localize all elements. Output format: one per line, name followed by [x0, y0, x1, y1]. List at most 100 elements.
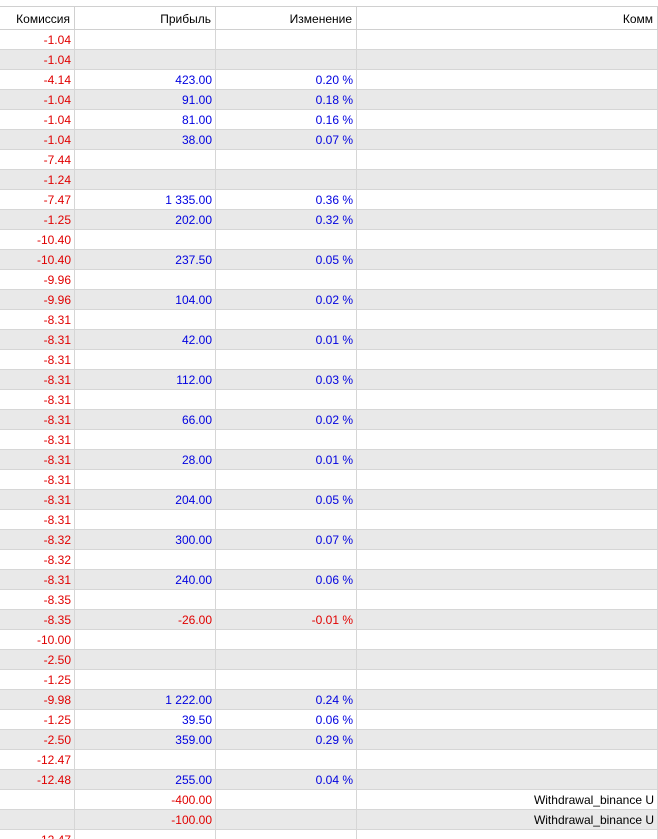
table-cell — [357, 530, 658, 549]
table-cell: -1.04 — [0, 110, 75, 129]
table-cell — [357, 370, 658, 389]
cell-text: 204.00 — [175, 493, 212, 507]
column-header[interactable]: Комиссия — [0, 6, 75, 30]
table-cell: Withdrawal_binance U — [357, 810, 658, 829]
cell-text: -1.25 — [43, 213, 71, 227]
table-cell: -7.44 — [0, 150, 75, 169]
table-cell: -1.24 — [0, 170, 75, 189]
table-cell: 0.01 % — [216, 450, 357, 469]
table-cell: 0.07 % — [216, 130, 357, 149]
table-row: -1.04 — [0, 50, 658, 70]
cell-text: -2.50 — [43, 653, 71, 667]
table-cell — [357, 150, 658, 169]
table-row: -2.50 — [0, 650, 658, 670]
cell-text: -8.31 — [43, 573, 71, 587]
header-text: Комиссия — [16, 12, 70, 26]
table-cell: -8.35 — [0, 590, 75, 609]
cell-text: 91.00 — [181, 93, 212, 107]
table-cell — [75, 630, 216, 649]
cell-text: 39.50 — [181, 713, 212, 727]
table-cell: -4.14 — [0, 70, 75, 89]
cell-text: -10.00 — [36, 633, 71, 647]
table-cell: 1 335.00 — [75, 190, 216, 209]
table-cell — [357, 770, 658, 789]
table-cell — [75, 270, 216, 289]
table-cell — [216, 670, 357, 689]
table-cell — [216, 810, 357, 829]
table-cell — [75, 430, 216, 449]
cell-text: -2.50 — [43, 733, 71, 747]
table-cell: 0.05 % — [216, 250, 357, 269]
table-cell — [216, 390, 357, 409]
table-cell — [0, 790, 75, 809]
cell-text: 38.00 — [181, 133, 212, 147]
table-cell — [357, 110, 658, 129]
table-cell — [357, 210, 658, 229]
cell-text: -8.31 — [43, 513, 71, 527]
table-cell — [75, 650, 216, 669]
table-cell — [357, 750, 658, 769]
table-row: -8.32 — [0, 550, 658, 570]
cell-text: 1 222.00 — [165, 693, 212, 707]
table-row: -8.31 42.00 0.01 % — [0, 330, 658, 350]
table-cell: -12.48 — [0, 770, 75, 789]
table-cell — [216, 470, 357, 489]
table-cell: 0.06 % — [216, 710, 357, 729]
cell-text: 28.00 — [181, 453, 212, 467]
table-cell — [0, 810, 75, 829]
table-cell: 39.50 — [75, 710, 216, 729]
cell-text: 423.00 — [175, 73, 212, 87]
cell-text: 0.03 % — [315, 373, 353, 387]
column-header[interactable]: Комм — [357, 6, 658, 30]
table-cell — [216, 750, 357, 769]
table-cell: 42.00 — [75, 330, 216, 349]
table-cell — [357, 590, 658, 609]
cell-text: -7.47 — [43, 193, 71, 207]
table-row: -8.35 — [0, 590, 658, 610]
table-row: -1.25 202.00 0.32 % — [0, 210, 658, 230]
table-cell — [75, 350, 216, 369]
table-cell: -8.31 — [0, 310, 75, 329]
table-cell: 240.00 — [75, 570, 216, 589]
cell-text: -8.31 — [43, 333, 71, 347]
table-cell — [357, 830, 658, 839]
cell-text: 0.29 % — [315, 733, 353, 747]
table-cell — [216, 510, 357, 529]
table-row: -8.31 — [0, 470, 658, 490]
table-cell: -1.25 — [0, 710, 75, 729]
table-cell — [357, 550, 658, 569]
table-cell — [75, 390, 216, 409]
cell-text: -8.35 — [43, 613, 71, 627]
column-header[interactable]: Изменение — [216, 6, 357, 30]
table-row: -1.04 — [0, 30, 658, 50]
table-row: -100.00 Withdrawal_binance U — [0, 810, 658, 830]
table-cell — [357, 70, 658, 89]
column-header[interactable]: Прибыль — [75, 6, 216, 30]
table-cell: -9.96 — [0, 290, 75, 309]
header-text: Комм — [622, 12, 653, 26]
table-cell: -9.98 — [0, 690, 75, 709]
cell-text: -400.00 — [171, 793, 212, 807]
table-cell: -8.31 — [0, 450, 75, 469]
table-cell — [75, 550, 216, 569]
table-row: -12.47 — [0, 830, 658, 839]
cell-text: 240.00 — [175, 573, 212, 587]
table-cell: -100.00 — [75, 810, 216, 829]
table-cell: 0.02 % — [216, 290, 357, 309]
cell-text: -8.31 — [43, 373, 71, 387]
table-cell: 202.00 — [75, 210, 216, 229]
table-row: -8.31 204.00 0.05 % — [0, 490, 658, 510]
cell-text: -0.01 % — [311, 613, 353, 627]
cell-text: -10.40 — [36, 233, 71, 247]
table-cell: -7.47 — [0, 190, 75, 209]
table-row: -8.31 — [0, 350, 658, 370]
table-row: -8.35 -26.00 -0.01 % — [0, 610, 658, 630]
cell-text: 0.06 % — [315, 713, 353, 727]
cell-text: 104.00 — [175, 293, 212, 307]
table-row: -400.00 Withdrawal_binance U — [0, 790, 658, 810]
table-cell: 0.01 % — [216, 330, 357, 349]
table-cell: 38.00 — [75, 130, 216, 149]
table-cell — [75, 470, 216, 489]
cell-text: -8.31 — [43, 453, 71, 467]
table-cell — [357, 570, 658, 589]
